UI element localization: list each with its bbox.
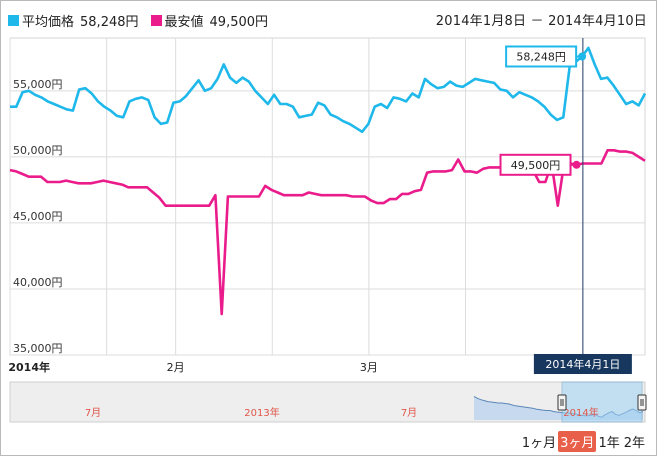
date-flag <box>533 354 632 374</box>
avg-price-line <box>10 46 647 134</box>
range-button[interactable]: 3ヶ月 <box>558 431 597 452</box>
date-flag-label: 2014年4月1日 <box>545 357 620 371</box>
legend: 平均価格 58,248円 最安値 49,500円 <box>8 10 280 30</box>
range-button[interactable]: 1ヶ月 <box>521 436 557 451</box>
x-tick-label: 2月 <box>167 361 185 374</box>
legend-item-min[interactable]: 最安値 49,500円 <box>150 11 269 30</box>
min-tooltip-value: 49,500円 <box>511 159 561 172</box>
avg-swatch-icon <box>8 14 19 26</box>
x-tick-label: 3月 <box>360 361 378 374</box>
y-tick-label: 35,000円 <box>13 342 63 355</box>
y-tick-label: 45,000円 <box>13 210 63 223</box>
y-tick-label: 55,000円 <box>13 78 63 91</box>
range-button[interactable]: 2年 <box>623 436 645 451</box>
range-button[interactable]: 1年 <box>598 436 620 451</box>
legend-min-label: 最安値 <box>164 14 204 30</box>
main-chart[interactable]: 35,000円 40,000円 45,000円 50,000円 55,000円 58,24… <box>0 0 657 380</box>
legend-item-avg[interactable]: 平均価格 58,248円 <box>8 11 139 30</box>
x-tick-label: 2014年 <box>8 360 50 374</box>
avg-tooltip-value: 58,248円 <box>516 50 566 63</box>
date-range: 2014年1月8日 － 2014年4月10日 <box>435 14 647 29</box>
legend-min-value: 49,500円 <box>209 14 269 30</box>
range-buttons: 1ヶ月 3ヶ月 1年 2年 <box>520 431 647 452</box>
y-tick-label: 40,000円 <box>13 276 63 289</box>
min-swatch-icon <box>150 14 162 26</box>
min-price-line <box>9 149 646 316</box>
y-tick-label: 50,000円 <box>13 144 63 157</box>
legend-avg-label: 平均価格 <box>22 14 75 30</box>
legend-avg-value: 58,248円 <box>80 14 139 30</box>
